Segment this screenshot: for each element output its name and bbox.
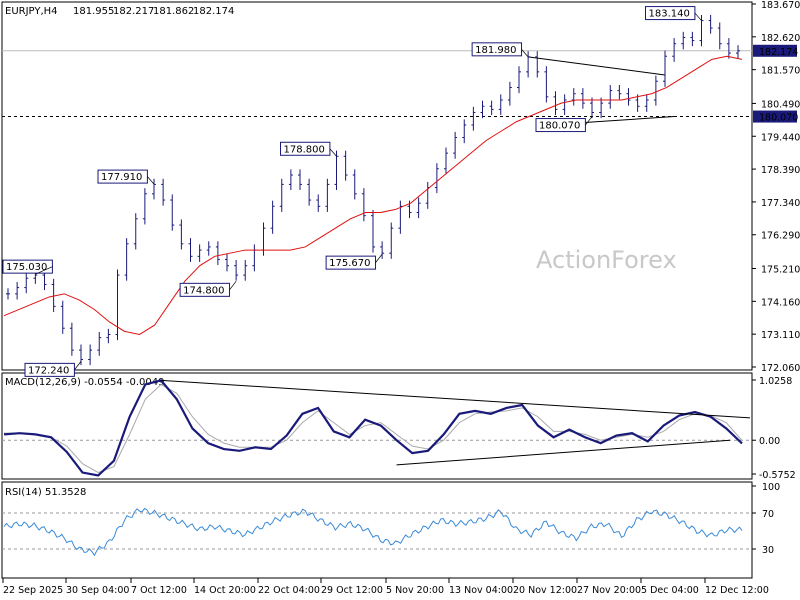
time-axis-label: 30 Sep 04:00 <box>66 585 129 596</box>
macd-label: MACD(12,26,9) -0.0554 -0.0049 <box>5 377 165 388</box>
ma-line <box>3 55 743 336</box>
level-label-pointer <box>74 361 82 371</box>
rsi-panel-frame <box>1 481 753 579</box>
price-axis-label: 175.210 <box>761 265 800 276</box>
time-axis-label: 29 Oct 12:00 <box>321 585 383 596</box>
level-label: 181.980 <box>475 45 516 56</box>
time-axis-label: 12 Dec 12:00 <box>705 585 769 596</box>
macd-axis-label: 0.00 <box>759 436 780 447</box>
time-axis-label: 22 Oct 04:00 <box>258 585 320 596</box>
macd-axis-label: -0.5752 <box>759 470 796 481</box>
pattern-upper-line <box>528 56 666 76</box>
support-level-value: 180.070 <box>759 113 798 124</box>
price-guide-lines <box>2 50 752 126</box>
level-label-pointer <box>521 49 529 58</box>
current-price-value: 182.174 <box>759 47 798 58</box>
price-axis-label: 176.290 <box>761 231 800 242</box>
price-axis-label: 173.110 <box>761 330 800 341</box>
price-axis-label: 177.340 <box>761 198 800 209</box>
level-label-pointer <box>229 281 237 291</box>
low-value: 181.862 <box>153 6 194 17</box>
time-axis-label: 27 Nov 20:00 <box>577 585 641 596</box>
watermark: ActionForex <box>536 246 677 274</box>
time-axis-label: 20 Nov 12:00 <box>513 585 577 596</box>
time-axis-label: 5 Dec 04:00 <box>641 585 699 596</box>
price-axis-label: 172.060 <box>761 363 800 374</box>
level-label: 175.030 <box>6 262 47 273</box>
rsi-label: RSI(14) 51.3528 <box>5 487 86 498</box>
level-label: 172.240 <box>28 365 69 376</box>
macd-line <box>3 379 743 477</box>
level-label: 175.670 <box>329 258 370 269</box>
current-price-tag <box>753 44 797 57</box>
price-axis-label: 182.620 <box>761 33 800 44</box>
macd-axis-label: 1.0258 <box>759 376 792 387</box>
macd-panel-frame <box>1 372 753 480</box>
price-panel-frame <box>1 1 753 371</box>
level-label-pointer <box>694 12 702 21</box>
time-axis-label: 14 Oct 20:00 <box>194 585 256 596</box>
macd-signal-line <box>4 383 743 474</box>
moving-average <box>3 55 743 336</box>
time-axis-label: 5 Nov 20:00 <box>386 585 444 596</box>
level-label-pointer <box>585 116 593 126</box>
price-axis-label: 178.390 <box>761 165 800 176</box>
price-axis-label: 180.490 <box>761 99 800 110</box>
price-axis: 183.670 182.620 181.570 180.490 179.440 178.3… <box>752 0 800 374</box>
price-bars <box>6 14 740 366</box>
close-value: 182.174 <box>193 6 234 17</box>
rsi-axis-label: 100 <box>762 482 780 493</box>
macd-lower-trendline <box>396 439 731 466</box>
high-value: 182.217 <box>113 6 154 17</box>
price-axis-label: 181.570 <box>761 66 800 77</box>
price-axis-label: 183.670 <box>761 0 800 11</box>
level-label: 177.910 <box>101 172 142 183</box>
time-axis-label: 22 Sep 2025 <box>3 585 63 596</box>
time-axis-label: 13 Nov 04:00 <box>449 585 513 596</box>
price-header: EURJPY,H4 181.955 182.217 181.862 182.17… <box>5 6 234 17</box>
time-axis: 22 Sep 2025 30 Sep 04:00 7 Oct 12:00 14 Oct… <box>2 578 769 596</box>
level-label: 180.070 <box>539 121 580 132</box>
level-label-pointer <box>375 253 383 263</box>
level-label: 183.140 <box>649 9 690 20</box>
level-label: 178.800 <box>284 144 325 155</box>
level-label-pointer <box>35 266 53 275</box>
macd-indicator: 1.0258 0.00 -0.5752 <box>2 376 796 481</box>
rsi-axis-label: 30 <box>762 545 774 556</box>
macd-upper-trendline <box>160 379 751 419</box>
level-label-pointer <box>329 148 337 157</box>
level-label-pointer <box>147 176 155 185</box>
rsi-axis-label: 70 <box>762 509 774 520</box>
symbol-label: EURJPY,H4 <box>5 6 58 17</box>
rsi-indicator: 100 70 30 <box>2 482 780 557</box>
price-axis-label: 174.160 <box>761 297 800 308</box>
support-level-tag <box>753 110 797 123</box>
level-label: 174.800 <box>183 285 224 296</box>
time-axis-label: 7 Oct 12:00 <box>131 585 187 596</box>
rsi-line <box>3 507 743 557</box>
price-axis-label: 179.440 <box>761 132 800 143</box>
open-value: 181.955 <box>73 6 114 17</box>
price-annotations: 183.140 181.980 180.070 178.800 177.910 175.6… <box>2 6 702 377</box>
